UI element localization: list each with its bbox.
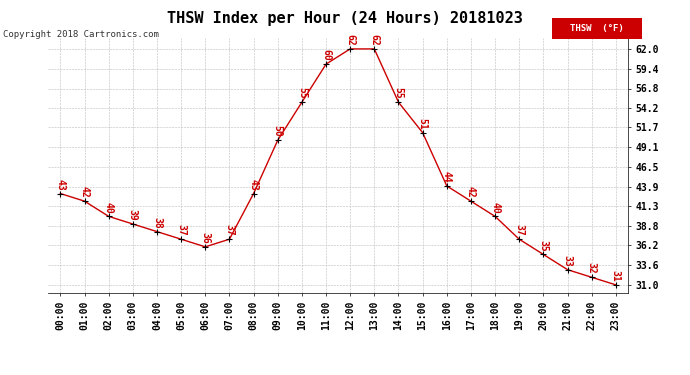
Text: 38: 38	[152, 217, 162, 228]
Text: 44: 44	[442, 171, 452, 183]
Text: THSW  (°F): THSW (°F)	[570, 24, 624, 33]
Text: 60: 60	[321, 50, 331, 61]
Text: 36: 36	[200, 232, 210, 244]
Text: 32: 32	[586, 262, 597, 274]
Text: 42: 42	[79, 186, 90, 198]
Text: 62: 62	[345, 34, 355, 46]
Text: Copyright 2018 Cartronics.com: Copyright 2018 Cartronics.com	[3, 30, 159, 39]
Text: 33: 33	[562, 255, 573, 267]
Text: 35: 35	[538, 240, 549, 251]
Text: 51: 51	[417, 118, 428, 130]
Text: 55: 55	[393, 87, 404, 99]
Text: 62: 62	[369, 34, 380, 46]
Text: 40: 40	[104, 202, 114, 213]
Text: 43: 43	[248, 179, 259, 190]
Text: 43: 43	[55, 179, 66, 190]
Text: 37: 37	[176, 224, 186, 236]
Text: 50: 50	[273, 126, 283, 137]
Text: 40: 40	[490, 202, 500, 213]
Text: 37: 37	[224, 224, 235, 236]
Text: 55: 55	[297, 87, 307, 99]
Text: THSW Index per Hour (24 Hours) 20181023: THSW Index per Hour (24 Hours) 20181023	[167, 11, 523, 26]
Text: 31: 31	[611, 270, 621, 282]
Text: 37: 37	[514, 224, 524, 236]
Text: 39: 39	[128, 209, 138, 221]
Text: 42: 42	[466, 186, 476, 198]
